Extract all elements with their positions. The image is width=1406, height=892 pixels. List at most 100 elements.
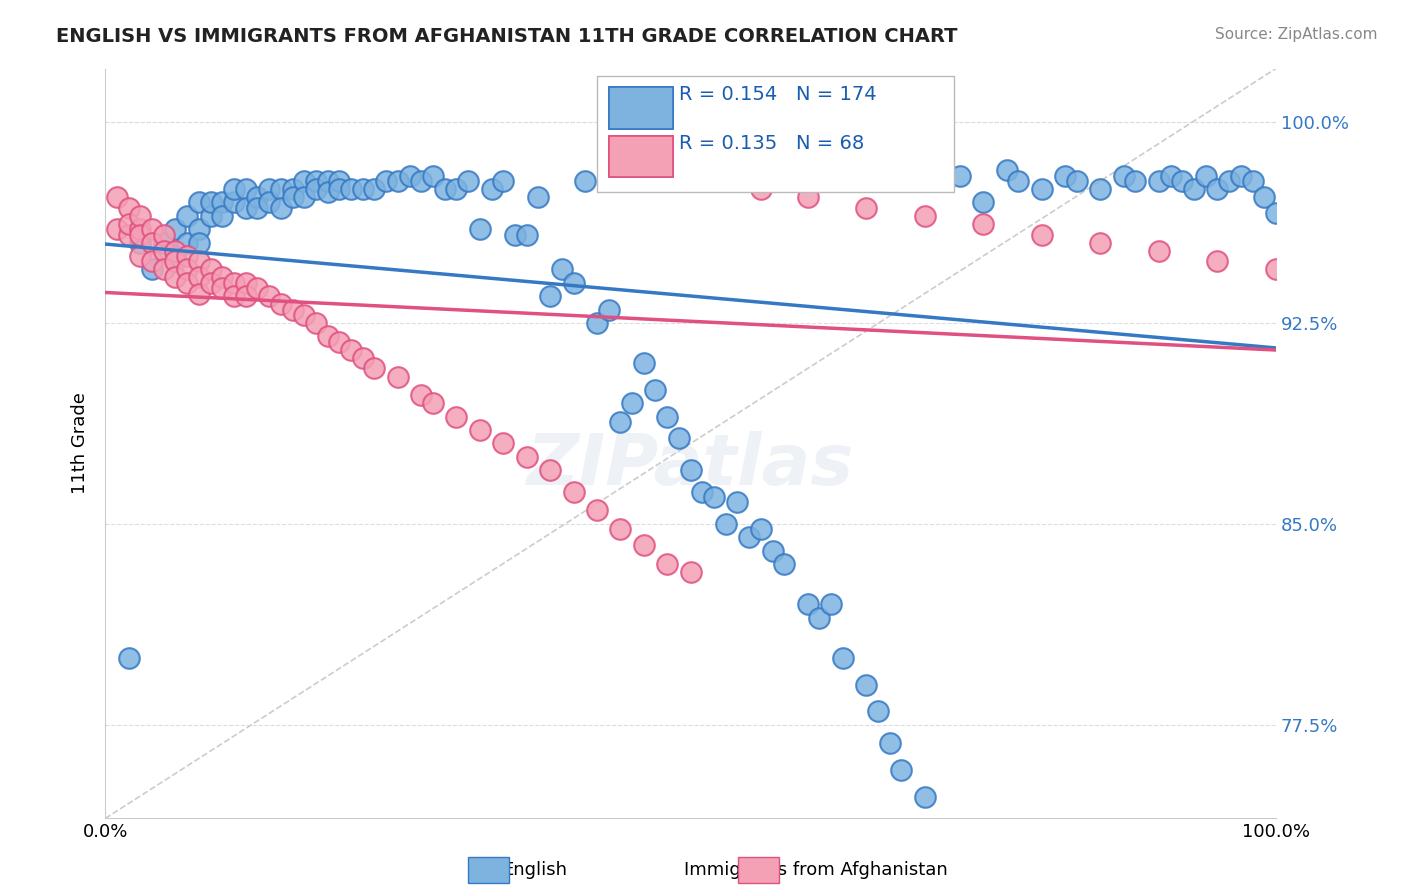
Point (703, 174, 725, 188)
Point (1090, 182, 1112, 196)
Point (152, 262, 174, 277)
Point (1112, 169, 1135, 183)
Point (141, 235, 163, 250)
Point (316, 329, 339, 343)
Point (176, 235, 198, 250)
Point (598, 302, 620, 317)
Point (187, 254, 209, 268)
Point (879, 736, 901, 750)
Point (679, 565, 702, 579)
Point (609, 415, 631, 429)
Point (1218, 174, 1240, 188)
Point (246, 281, 269, 295)
Point (1206, 182, 1229, 196)
Point (246, 190, 269, 204)
Point (387, 174, 409, 188)
Point (222, 289, 245, 303)
Point (855, 677, 877, 691)
Point (796, 190, 818, 204)
Point (492, 436, 515, 450)
Point (211, 195, 233, 210)
Point (305, 182, 328, 196)
Point (222, 195, 245, 210)
Point (586, 316, 609, 330)
Point (176, 209, 198, 223)
Point (165, 222, 187, 236)
Point (773, 557, 796, 571)
Point (257, 289, 280, 303)
Point (375, 174, 398, 188)
Point (995, 163, 1018, 178)
Point (492, 174, 515, 188)
Point (538, 463, 561, 477)
Point (352, 351, 374, 365)
Point (446, 182, 468, 196)
Point (176, 276, 198, 290)
Point (200, 195, 222, 210)
Point (796, 597, 818, 611)
FancyBboxPatch shape (609, 136, 673, 178)
Point (1253, 190, 1275, 204)
Point (657, 409, 679, 424)
FancyBboxPatch shape (609, 87, 673, 128)
Point (292, 308, 315, 322)
Point (105, 222, 128, 236)
Point (562, 484, 585, 499)
Point (398, 169, 420, 183)
Point (152, 227, 174, 242)
Point (1230, 169, 1253, 183)
Point (914, 790, 936, 805)
Point (117, 227, 139, 242)
Text: R = 0.154   N = 174: R = 0.154 N = 174 (679, 86, 876, 104)
Point (516, 450, 538, 464)
Point (211, 209, 233, 223)
Point (468, 423, 491, 437)
Point (1031, 182, 1053, 196)
Point (129, 222, 152, 236)
Point (551, 262, 574, 277)
Point (1195, 169, 1218, 183)
Point (1265, 262, 1288, 277)
Point (270, 297, 292, 311)
Text: Immigrants from Afghanistan: Immigrants from Afghanistan (683, 861, 948, 879)
Point (972, 217, 994, 231)
Point (235, 182, 257, 196)
Point (422, 396, 444, 410)
Point (761, 543, 783, 558)
Point (187, 195, 209, 210)
Point (129, 249, 152, 263)
Point (352, 182, 374, 196)
Point (446, 409, 468, 424)
Point (187, 235, 209, 250)
Point (1182, 182, 1205, 196)
Point (1031, 227, 1053, 242)
Point (200, 262, 222, 277)
Point (538, 289, 561, 303)
Point (363, 182, 385, 196)
Point (808, 610, 831, 624)
Point (281, 190, 304, 204)
Point (574, 174, 596, 188)
Point (749, 522, 772, 536)
Point (866, 704, 889, 718)
Point (855, 201, 877, 215)
Point (972, 195, 994, 210)
Point (235, 201, 257, 215)
Point (316, 185, 339, 199)
Point (1007, 174, 1029, 188)
Point (235, 289, 257, 303)
Point (328, 174, 350, 188)
Point (129, 227, 152, 242)
Point (1160, 169, 1182, 183)
Point (200, 209, 222, 223)
Point (141, 254, 163, 268)
Point (235, 276, 257, 290)
Point (257, 182, 280, 196)
Point (1171, 174, 1194, 188)
Point (714, 516, 737, 531)
Point (187, 270, 209, 285)
Point (633, 538, 655, 552)
Point (292, 174, 315, 188)
Point (703, 490, 725, 504)
Point (1066, 174, 1088, 188)
